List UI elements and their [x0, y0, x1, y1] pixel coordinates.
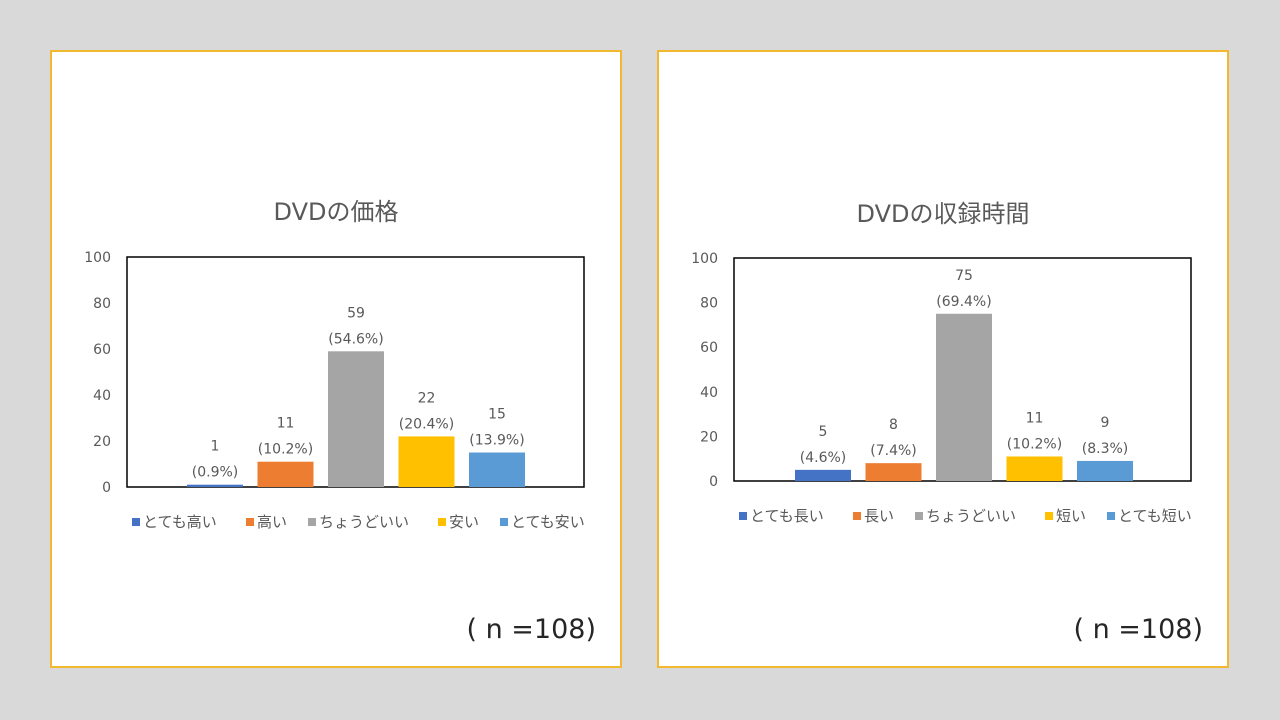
data-label-value: 11: [277, 416, 295, 432]
data-label-percent: (69.4%): [936, 294, 991, 310]
data-label-percent: (7.4%): [870, 443, 917, 459]
bar-5: [1077, 460, 1133, 481]
data-label-value: 22: [418, 390, 436, 406]
data-label-percent: (0.9%): [192, 465, 239, 481]
data-label-value: 8: [889, 417, 898, 433]
price-chart-panel: 0 20 40 60 80 100 (0.9%) 1 (10.2%) 11 (54.6%) 59 (20…: [50, 50, 622, 668]
legend-swatch: [739, 512, 747, 520]
data-label-percent: (20.4%): [399, 416, 454, 432]
data-label-value: 1: [211, 439, 220, 455]
legend-swatch: [132, 518, 140, 526]
legend-label: 安い: [449, 513, 479, 531]
legend-label: 高い: [257, 513, 287, 531]
y-tick-label: 0: [709, 474, 718, 490]
data-label-percent: (8.3%): [1082, 441, 1129, 457]
y-tick-label: 20: [93, 434, 111, 450]
y-tick-label: 80: [93, 296, 111, 312]
legend-label: とても安い: [511, 513, 585, 531]
y-tick-label: 80: [700, 296, 718, 312]
legend-label: ちょうどいい: [926, 507, 1016, 525]
legend-swatch: [246, 518, 254, 526]
y-tick-label: 40: [93, 388, 111, 404]
bar-3: [328, 351, 384, 487]
data-label-percent: (10.2%): [258, 442, 313, 458]
y-tick-label: 100: [691, 251, 718, 267]
data-label-percent: (13.9%): [469, 433, 524, 449]
y-tick-label: 20: [700, 429, 718, 445]
data-label-value: 15: [488, 407, 506, 423]
bar-3: [936, 313, 992, 481]
legend-label: 短い: [1056, 507, 1086, 525]
y-tick-label: 100: [84, 250, 111, 266]
legend-swatch: [853, 512, 861, 520]
legend-swatch: [438, 518, 446, 526]
sample-size-label: ( n =108): [466, 614, 596, 645]
data-label-percent: (54.6%): [328, 331, 383, 347]
price-chart-svg: 0 20 40 60 80 100 (0.9%) 1 (10.2%) 11 (54.6%) 59 (20…: [84, 250, 585, 531]
legend-label: とても短い: [1118, 507, 1192, 525]
chart-title: DVDの価格: [273, 198, 399, 226]
legend-swatch: [1045, 512, 1053, 520]
bar-2: [257, 461, 314, 487]
data-label-value: 59: [347, 305, 365, 321]
chart-title: DVDの収録時間: [856, 200, 1030, 228]
data-label-percent: (10.2%): [1007, 436, 1062, 452]
bar-4: [398, 436, 455, 487]
legend-swatch: [308, 518, 316, 526]
bar-4: [1006, 456, 1063, 481]
legend-label: 長い: [864, 507, 894, 525]
data-label-value: 9: [1101, 415, 1110, 431]
data-label-value: 5: [819, 424, 828, 440]
duration-chart-svg: 0 20 40 60 80 100 (4.6%) 5 (7.4%) 8 (69.4%) 75 (10.2…: [691, 251, 1192, 525]
data-label-value: 11: [1026, 410, 1044, 426]
legend-label: とても高い: [143, 513, 217, 531]
bar-1: [187, 484, 243, 487]
y-tick-label: 40: [700, 385, 718, 401]
legend-swatch: [1107, 512, 1115, 520]
legend-label: ちょうどいい: [319, 513, 409, 531]
data-label-percent: (4.6%): [800, 450, 847, 466]
legend-label: とても長い: [750, 507, 824, 525]
legend-swatch: [500, 518, 508, 526]
data-label-value: 75: [955, 268, 973, 284]
y-tick-label: 0: [102, 480, 111, 496]
y-tick-label: 60: [700, 340, 718, 356]
bar-2: [865, 463, 922, 481]
duration-chart-panel: 0 20 40 60 80 100 (4.6%) 5 (7.4%) 8 (69.4%) 75 (10.2…: [657, 50, 1229, 668]
legend-swatch: [915, 512, 923, 520]
sample-size-label: ( n =108): [1073, 614, 1203, 645]
bar-1: [795, 469, 851, 481]
y-tick-label: 60: [93, 342, 111, 358]
bar-5: [469, 452, 525, 487]
